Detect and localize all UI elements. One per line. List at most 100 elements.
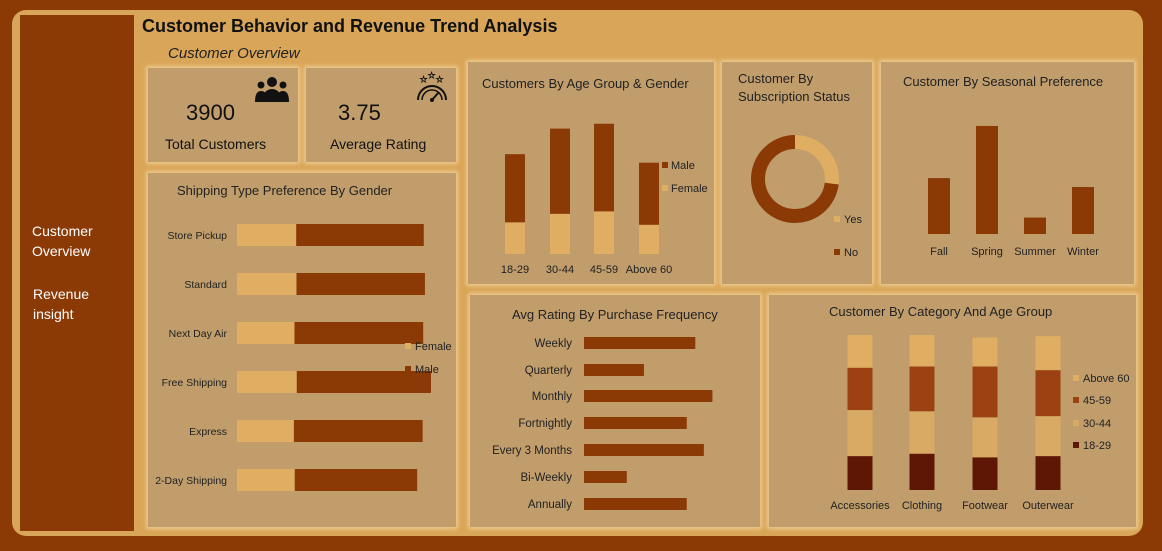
y-tick-label: Bi-Weekly — [520, 472, 572, 484]
x-tick-label: 45-59 — [590, 264, 618, 276]
bar-monthly — [584, 390, 713, 402]
svg-text:★: ★ — [420, 75, 427, 84]
kpi-average-rating-label: Average Rating — [330, 136, 427, 152]
sidebar: Customer Overview Revenue insight — [20, 15, 134, 531]
legend-label-45-59: 45-59 — [1083, 395, 1111, 407]
subscription-card: Customer By Subscription Status Yes No — [722, 62, 872, 284]
bar-every-3-months — [584, 444, 704, 456]
bar-clothing-45-59 — [909, 366, 935, 412]
rating-frequency-chart-title: Avg Rating By Purchase Frequency — [512, 307, 718, 322]
x-tick-label: Spring — [971, 246, 1003, 258]
kpi-average-rating-value: 3.75 — [338, 100, 381, 125]
bar-2-day-shipping-male — [294, 469, 418, 491]
shipping-preference-chart: Store Pickup Standard Next Day Air Free Shi… — [155, 224, 452, 491]
y-tick-label: Fortnightly — [518, 418, 572, 430]
rating-frequency-chart: Weekly Quarterly Monthly Fortnightly Every 3… — [492, 337, 713, 511]
y-tick-label: Weekly — [535, 338, 573, 350]
legend-swatch-female — [662, 185, 668, 191]
bar-summer — [1024, 217, 1046, 234]
legend-label-no: No — [844, 247, 858, 259]
subscription-chart: Yes No — [751, 135, 862, 259]
bar-above-60-male — [639, 162, 659, 225]
kpi-total-customers: 3900 Total Customers — [148, 68, 298, 162]
bar-30-44-male — [550, 128, 570, 214]
bar-spring — [976, 125, 998, 234]
bar-accessories-30-44 — [847, 410, 873, 457]
x-tick-label: Footwear — [962, 500, 1008, 512]
category-age-card: Customer By Category And Age Group Acces… — [769, 295, 1136, 527]
bar-clothing-above-60 — [909, 335, 935, 367]
age-gender-card: Customers By Age Group & Gender 18-29 30-… — [468, 62, 714, 284]
kpi-total-customers-value: 3900 — [186, 100, 235, 125]
legend-label-male: Male — [415, 364, 439, 376]
bar-outerwear-above-60 — [1035, 336, 1061, 371]
bar-express-female — [237, 420, 294, 442]
legend-swatch-30-44 — [1073, 420, 1079, 426]
bar-standard-male — [296, 273, 425, 295]
bar-standard-female — [237, 273, 297, 295]
bar-next-day-air-female — [237, 322, 295, 344]
legend-swatch-yes — [834, 216, 840, 222]
bar-footwear-30-44 — [972, 417, 998, 458]
legend-label-male: Male — [671, 160, 695, 172]
y-tick-label: Monthly — [532, 391, 573, 403]
sidebar-item-revenue-insight[interactable]: Revenue insight — [33, 286, 90, 322]
legend-swatch-above-60 — [1073, 375, 1079, 381]
slice-yes — [794, 135, 839, 185]
page-subtitle: Customer Overview — [168, 45, 300, 62]
bar-18-29-male — [505, 154, 525, 223]
rating-gauge-icon: ★ ★ ★ — [417, 71, 447, 102]
x-tick-label: 30-44 — [546, 264, 574, 276]
x-tick-label: 18-29 — [501, 264, 529, 276]
subscription-chart-title: Customer By Subscription Status — [738, 71, 851, 104]
legend-label-female: Female — [671, 183, 708, 195]
legend-swatch-no — [834, 249, 840, 255]
legend-swatch-45-59 — [1073, 397, 1079, 403]
legend-label-above-60: Above 60 — [1083, 373, 1129, 385]
bar-above-60-female — [639, 224, 659, 254]
shipping-preference-card: Shipping Type Preference By Gender Store… — [148, 173, 456, 527]
seasonal-card: Customer By Seasonal Preference Fall Spri… — [881, 62, 1134, 284]
bar-bi-weekly — [584, 471, 627, 483]
bar-quarterly — [584, 364, 644, 376]
bar-weekly — [584, 337, 696, 349]
bar-store-pickup-male — [296, 224, 424, 246]
y-tick-label: Express — [189, 426, 227, 438]
bar-free-shipping-female — [237, 371, 297, 393]
bar-30-44-female — [550, 213, 570, 254]
y-tick-label: Annually — [528, 499, 572, 511]
bar-footwear-45-59 — [972, 366, 998, 418]
bar-winter — [1072, 187, 1094, 234]
kpi-total-customers-label: Total Customers — [165, 136, 267, 152]
bar-clothing-18-29 — [909, 453, 935, 490]
kpi-average-rating: 3.75 Average Rating ★ ★ ★ — [306, 68, 456, 162]
bar-clothing-30-44 — [909, 411, 935, 454]
x-tick-label: Above 60 — [626, 264, 672, 276]
bar-fall — [928, 178, 950, 234]
bar-store-pickup-female — [237, 224, 297, 246]
svg-text:★: ★ — [428, 71, 435, 80]
seasonal-chart-title: Customer By Seasonal Preference — [903, 74, 1104, 89]
sidebar-item-customer-overview[interactable]: Customer Overview — [32, 223, 93, 259]
category-age-chart-title: Customer By Category And Age Group — [829, 304, 1053, 319]
x-tick-label: Summer — [1014, 246, 1056, 258]
legend-swatch-female — [405, 343, 411, 349]
bar-outerwear-18-29 — [1035, 456, 1061, 490]
legend-swatch-18-29 — [1073, 442, 1079, 448]
y-tick-label: Quarterly — [525, 365, 573, 377]
page-title: Customer Behavior and Revenue Trend Anal… — [142, 16, 558, 36]
category-age-chart: Accessories Clothing Footwear Outerwear Abov… — [830, 335, 1129, 512]
rating-frequency-card: Avg Rating By Purchase Frequency Weekly Q… — [470, 295, 760, 527]
bar-accessories-45-59 — [847, 367, 873, 411]
y-tick-label: Every 3 Months — [492, 445, 572, 457]
bar-accessories-18-29 — [847, 456, 873, 490]
age-gender-chart-title: Customers By Age Group & Gender — [482, 76, 689, 91]
legend-label-30-44: 30-44 — [1083, 418, 1111, 430]
bar-express-male — [293, 420, 423, 442]
x-tick-label: Accessories — [830, 500, 890, 512]
y-tick-label: Store Pickup — [167, 230, 227, 242]
bar-next-day-air-male — [294, 322, 424, 344]
y-tick-label: Free Shipping — [162, 377, 228, 389]
bar-accessories-above-60 — [847, 335, 873, 368]
y-tick-label: 2-Day Shipping — [155, 475, 227, 487]
